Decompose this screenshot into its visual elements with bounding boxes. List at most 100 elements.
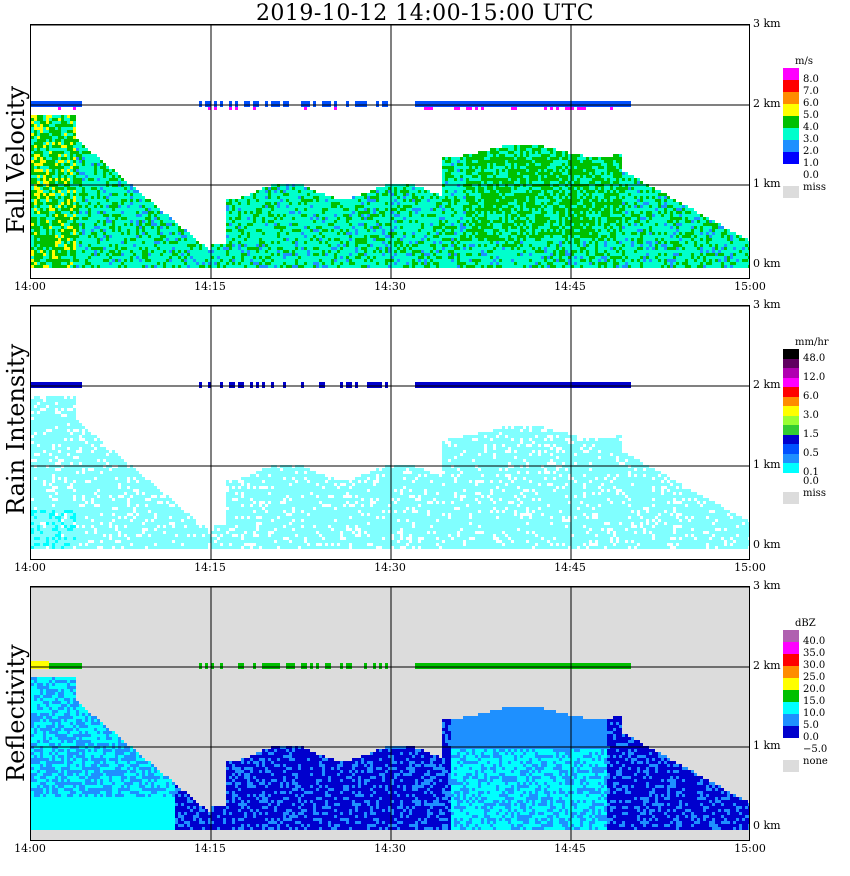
data-cell — [319, 214, 322, 217]
data-cell — [409, 244, 412, 247]
data-cell — [286, 253, 289, 256]
data-cell — [73, 124, 76, 127]
data-cell — [79, 181, 82, 184]
data-cell — [493, 229, 496, 232]
data-cell — [508, 253, 511, 256]
data-cell — [496, 196, 499, 199]
data-cell — [64, 151, 67, 154]
data-cell — [31, 157, 34, 160]
data-cell — [445, 211, 448, 214]
data-cell — [94, 253, 97, 256]
data-cell — [382, 229, 385, 232]
data-cell — [454, 232, 457, 235]
data-cell — [349, 265, 352, 268]
data-cell — [109, 217, 112, 220]
data-cell — [355, 199, 358, 202]
data-cell — [292, 259, 295, 262]
data-cell — [316, 253, 319, 256]
data-cell — [253, 235, 256, 238]
data-cell — [367, 232, 370, 235]
data-cell — [148, 250, 151, 253]
data-cell — [406, 208, 409, 211]
data-cell — [124, 196, 127, 199]
data-cell — [145, 250, 148, 253]
data-cell — [343, 217, 346, 220]
data-cell — [91, 262, 94, 265]
data-cell — [340, 217, 343, 220]
data-cell — [496, 199, 499, 202]
data-cell — [166, 226, 169, 229]
data-cell — [424, 253, 427, 256]
data-cell — [286, 226, 289, 229]
data-cell — [310, 256, 313, 259]
data-cell — [358, 247, 361, 250]
data-cell — [58, 142, 61, 145]
data-cell — [61, 208, 64, 211]
data-cell — [268, 244, 271, 247]
data-cell — [130, 232, 133, 235]
data-cell — [496, 169, 499, 172]
data-cell — [289, 223, 292, 226]
data-cell — [496, 253, 499, 256]
data-cell — [379, 220, 382, 223]
data-cell — [262, 211, 265, 214]
data-cell — [436, 250, 439, 253]
data-cell — [415, 211, 418, 214]
data-cell — [46, 157, 49, 160]
data-cell — [91, 187, 94, 190]
data-cell — [532, 211, 535, 214]
data-cell — [499, 244, 502, 247]
data-cell — [487, 265, 490, 268]
data-cell — [514, 259, 517, 262]
data-cell — [235, 217, 238, 220]
data-cell — [88, 196, 91, 199]
data-cell — [286, 244, 289, 247]
data-cell — [142, 256, 145, 259]
data-cell — [403, 217, 406, 220]
data-cell — [391, 199, 394, 202]
data-cell — [214, 253, 217, 256]
data-cell — [427, 226, 430, 229]
data-cell — [220, 244, 223, 247]
data-cell — [271, 208, 274, 211]
data-cell — [511, 163, 514, 166]
data-cell — [271, 190, 274, 193]
data-cell — [409, 259, 412, 262]
data-cell — [502, 208, 505, 211]
data-cell — [505, 214, 508, 217]
data-cell — [127, 202, 130, 205]
data-cell — [271, 229, 274, 232]
data-cell — [496, 226, 499, 229]
data-cell — [316, 238, 319, 241]
data-cell — [52, 196, 55, 199]
data-cell — [103, 208, 106, 211]
data-cell — [343, 199, 346, 202]
data-cell — [70, 259, 73, 262]
data-cell — [103, 235, 106, 238]
data-cell — [82, 145, 85, 148]
data-cell — [55, 136, 58, 139]
data-cell — [262, 235, 265, 238]
data-cell — [493, 151, 496, 154]
data-cell — [409, 208, 412, 211]
data-cell — [505, 193, 508, 196]
data-cell — [337, 250, 340, 253]
data-cell — [508, 211, 511, 214]
data-cell — [487, 151, 490, 154]
data-cell — [253, 202, 256, 205]
data-cell — [412, 205, 415, 208]
data-cell — [475, 217, 478, 220]
data-cell — [532, 238, 535, 241]
data-cell — [490, 205, 493, 208]
data-cell — [154, 205, 157, 208]
data-cell — [334, 205, 337, 208]
data-cell — [409, 202, 412, 205]
data-cell — [109, 244, 112, 247]
data-cell — [94, 214, 97, 217]
data-cell — [118, 232, 121, 235]
data-cell — [67, 256, 70, 259]
data-cell — [352, 244, 355, 247]
data-cell — [403, 226, 406, 229]
data-cell — [508, 223, 511, 226]
data-cell — [163, 265, 166, 268]
